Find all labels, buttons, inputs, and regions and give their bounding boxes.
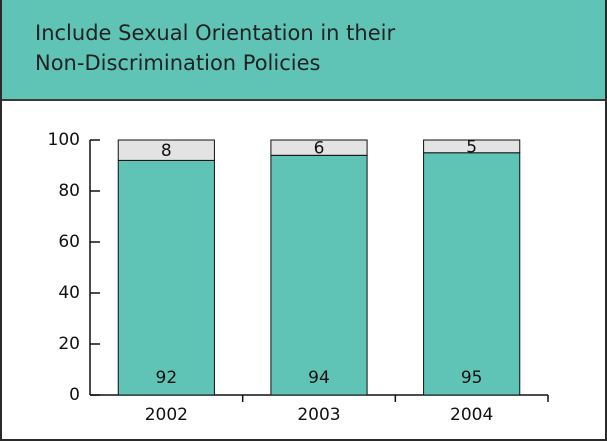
x-tick-label: 2003 — [297, 405, 340, 425]
data-label: 92 — [156, 368, 178, 388]
bar-segment — [117, 139, 215, 161]
x-tick-label: 2002 — [145, 405, 188, 425]
y-tick-label: 0 — [69, 385, 80, 405]
data-label: 8 — [161, 141, 172, 161]
data-label: 94 — [308, 368, 330, 388]
y-tick-label: 60 — [58, 232, 80, 252]
bar-segment — [270, 154, 368, 396]
bar-segment — [423, 139, 521, 154]
y-tick-label: 80 — [58, 181, 80, 201]
bar-segment — [423, 152, 521, 396]
bar-segment — [270, 139, 368, 156]
bar-segment — [117, 159, 215, 396]
data-label: 95 — [461, 368, 483, 388]
data-label: 6 — [314, 139, 325, 159]
y-tick-label: 20 — [58, 334, 80, 354]
chart-title: Include Sexual Orientation in their Non-… — [35, 21, 396, 75]
y-tick-label: 40 — [58, 283, 80, 303]
header: Include Sexual Orientation in their Non-… — [2, 0, 605, 101]
y-tick-label: 100 — [48, 130, 80, 150]
data-label: 5 — [466, 137, 477, 157]
x-tick-label: 2004 — [450, 405, 493, 425]
